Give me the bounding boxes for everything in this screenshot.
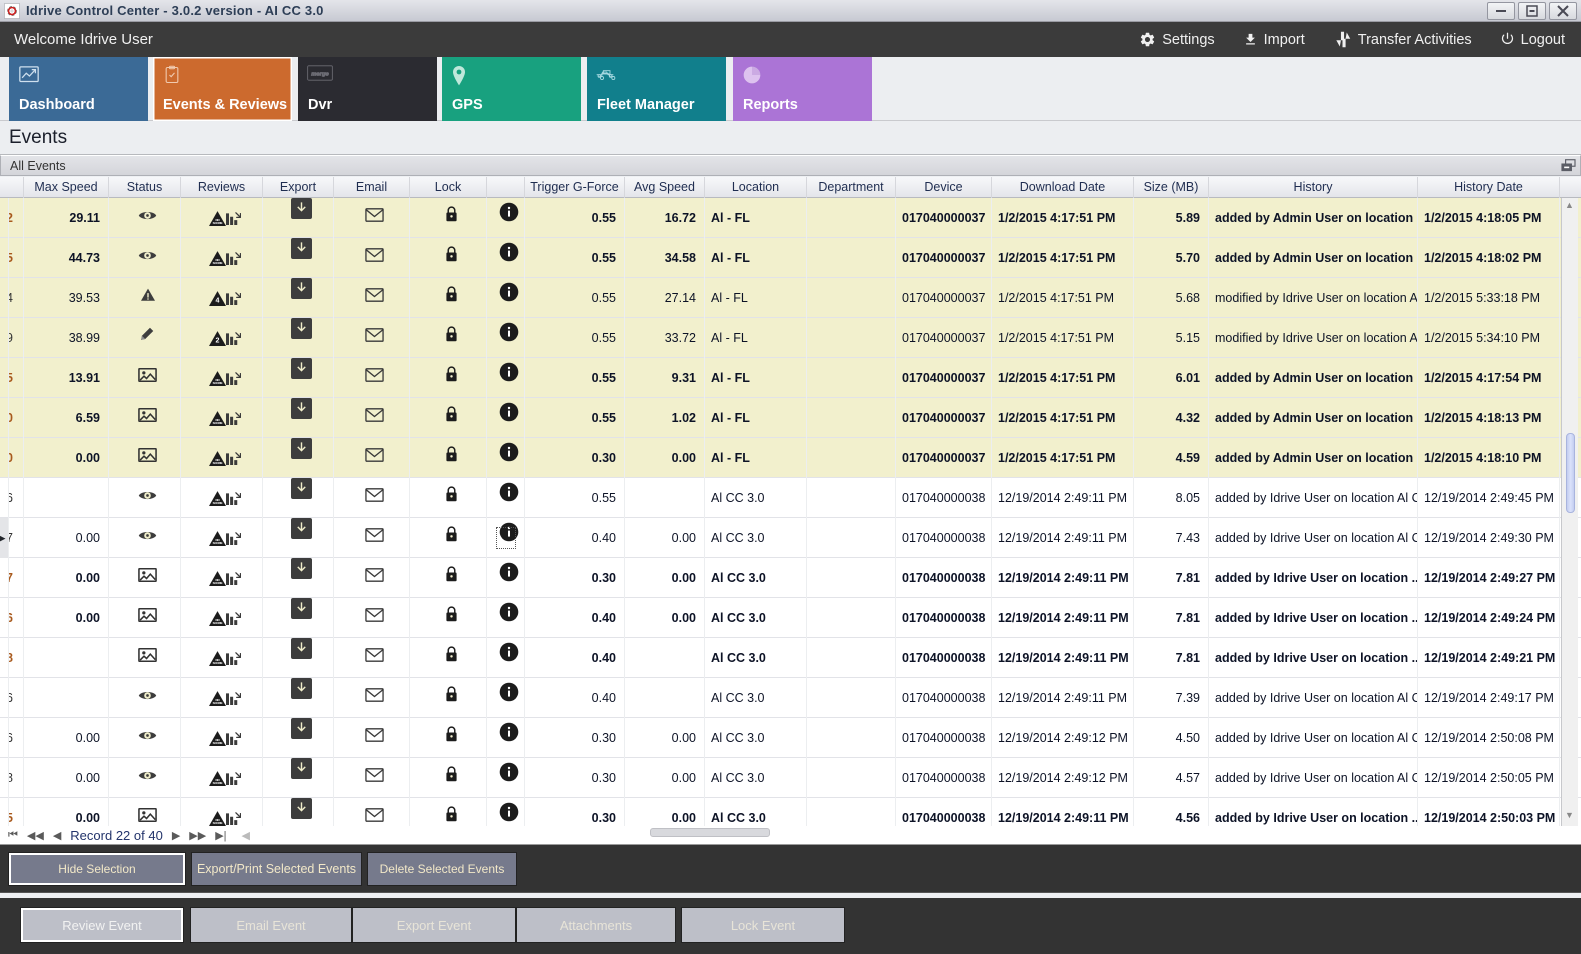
svg-text:SCORE: SCORE bbox=[212, 781, 222, 785]
svg-text:SCORE: SCORE bbox=[212, 501, 222, 505]
svg-text:SCORE: SCORE bbox=[212, 741, 222, 745]
svg-text:2: 2 bbox=[215, 337, 219, 345]
svg-text:SCORE: SCORE bbox=[212, 221, 222, 225]
svg-text:SCORE: SCORE bbox=[212, 541, 222, 545]
svg-text:SCORE: SCORE bbox=[212, 821, 222, 825]
svg-text:SCORE: SCORE bbox=[212, 621, 222, 625]
svg-text:merge: merge bbox=[311, 72, 329, 78]
svg-text:SCORE: SCORE bbox=[212, 421, 222, 425]
svg-text:SCORE: SCORE bbox=[212, 261, 222, 265]
svg-text:SCORE: SCORE bbox=[212, 701, 222, 705]
svg-text:SCORE: SCORE bbox=[212, 661, 222, 665]
svg-text:4: 4 bbox=[215, 297, 219, 305]
svg-text:SCORE: SCORE bbox=[212, 581, 222, 585]
svg-text:SCORE: SCORE bbox=[212, 381, 222, 385]
svg-text:SCORE: SCORE bbox=[212, 461, 222, 465]
